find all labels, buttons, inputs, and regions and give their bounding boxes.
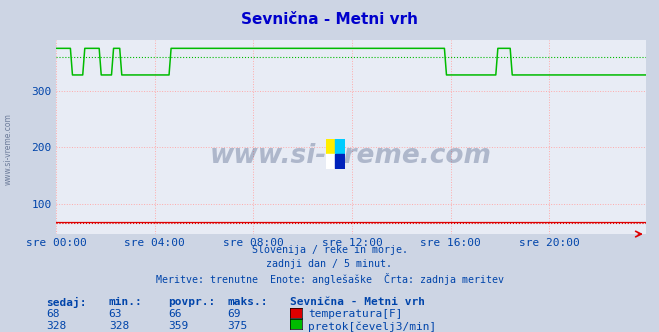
Text: min.:: min.:: [109, 297, 142, 307]
Text: 375: 375: [227, 321, 248, 331]
Text: 359: 359: [168, 321, 188, 331]
Text: Sevnična - Metni vrh: Sevnična - Metni vrh: [241, 12, 418, 27]
Text: maks.:: maks.:: [227, 297, 268, 307]
Text: Sevnična - Metni vrh: Sevnična - Metni vrh: [290, 297, 425, 307]
Text: pretok[čevelj3/min]: pretok[čevelj3/min]: [308, 321, 437, 332]
Text: 328: 328: [46, 321, 67, 331]
Text: www.si-vreme.com: www.si-vreme.com: [3, 114, 13, 185]
Text: Meritve: trenutne  Enote: anglešaške  Črta: zadnja meritev: Meritve: trenutne Enote: anglešaške Črta…: [156, 273, 503, 285]
Text: Slovenija / reke in morje.: Slovenija / reke in morje.: [252, 245, 407, 255]
Text: povpr.:: povpr.:: [168, 297, 215, 307]
Text: 328: 328: [109, 321, 129, 331]
Text: 63: 63: [109, 309, 122, 319]
Text: sedaj:: sedaj:: [46, 297, 86, 308]
Text: zadnji dan / 5 minut.: zadnji dan / 5 minut.: [266, 259, 393, 269]
Text: temperatura[F]: temperatura[F]: [308, 309, 403, 319]
Text: 66: 66: [168, 309, 181, 319]
Text: www.si-vreme.com: www.si-vreme.com: [210, 143, 492, 169]
Text: 68: 68: [46, 309, 59, 319]
Text: 69: 69: [227, 309, 241, 319]
